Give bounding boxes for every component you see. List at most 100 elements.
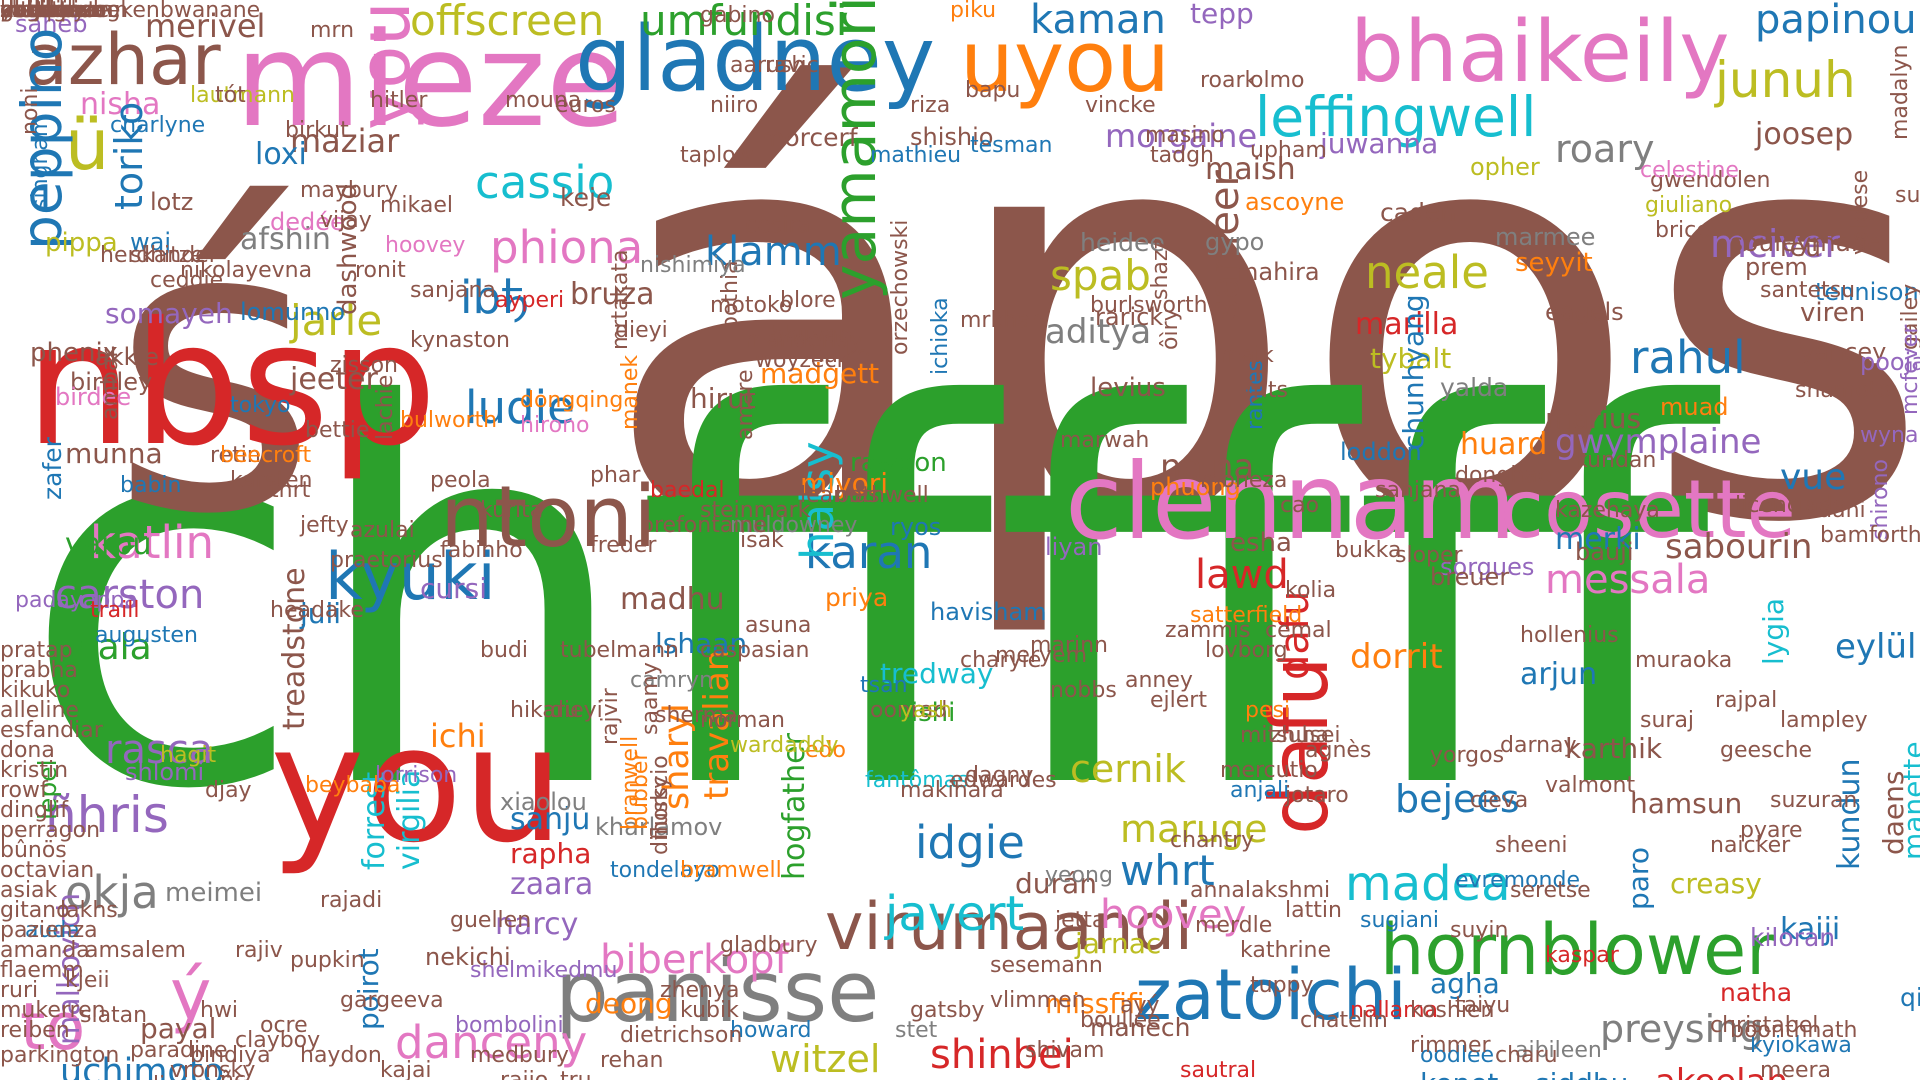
word: yeong (1045, 863, 1113, 888)
word: taiyu (1455, 993, 1511, 1018)
word: accattone (0, 0, 110, 23)
word: babin (120, 473, 182, 498)
word: kikuko (0, 678, 71, 703)
word: prefontaine (640, 513, 767, 538)
word: darnay (1500, 733, 1577, 758)
word: saamy (638, 662, 663, 735)
word: masino (1145, 123, 1225, 148)
word: ejlert (1150, 688, 1207, 713)
word: piku (950, 0, 997, 23)
word: isak (740, 528, 784, 553)
word: caspasian (700, 638, 810, 663)
word: shelmikedmu (470, 958, 618, 983)
word: birkut (285, 118, 349, 143)
word: marwah (1060, 428, 1150, 453)
word: ambar (98, 348, 123, 420)
word: vronsky (170, 1058, 256, 1080)
word: tru (560, 1070, 592, 1080)
word: conlan (0, 0, 74, 23)
word: mciver (1710, 222, 1840, 266)
word: merdle (1195, 913, 1273, 938)
word: amare (733, 369, 758, 441)
word: vijay (320, 208, 372, 233)
word: bejees (1395, 777, 1520, 821)
word: bonnie (0, 0, 75, 23)
word: muraoka (1635, 648, 1733, 673)
word: sanjana (410, 278, 496, 303)
word: dehousse (0, 0, 106, 23)
word: paro (1622, 847, 1655, 910)
word: pippa (45, 228, 118, 258)
word: phar (590, 463, 641, 488)
word: camryn (630, 668, 714, 693)
word: sabourin (1665, 527, 1813, 567)
word: christabel (1710, 1013, 1819, 1038)
word: euros (555, 93, 616, 118)
word: augusten (95, 623, 198, 648)
word: kathrine (1240, 938, 1332, 963)
word: ápos (600, 0, 1920, 646)
word: haydon (300, 1043, 382, 1068)
word: muad (1660, 393, 1729, 421)
word: lattin (1285, 898, 1342, 923)
word: naicker (1710, 833, 1791, 858)
word: azhar (25, 19, 221, 101)
word: kukuanabekenbwanane (0, 0, 261, 23)
word: singham (28, 115, 53, 210)
word: dieyi (615, 318, 668, 343)
word: philippot (0, 0, 97, 23)
word: rahul (1630, 331, 1746, 384)
word: virumaandi (825, 890, 1193, 965)
word: leffingwell (1255, 85, 1537, 149)
word: cemal (1265, 618, 1332, 643)
word: offscreen (410, 0, 605, 45)
word: zhongliang (0, 0, 121, 23)
word: phenix (30, 338, 119, 368)
word: esha (1230, 528, 1292, 558)
word: hirut (690, 382, 756, 415)
word: morgaine (1105, 117, 1258, 155)
word: meera (1760, 1058, 1832, 1080)
word: rehan (600, 1048, 664, 1073)
word: agha (1430, 967, 1500, 1000)
word: witzel (770, 1037, 881, 1080)
word: dietrichson (620, 1023, 743, 1048)
word: karthik (1565, 732, 1663, 765)
word: jetta (1055, 908, 1106, 933)
word: majime (0, 0, 83, 23)
word: olmo (1250, 68, 1305, 93)
word: treadstone (277, 567, 312, 730)
word: bukka (1335, 538, 1402, 563)
word: merivel (145, 7, 266, 45)
word: lautmann (190, 83, 295, 108)
word: rawdon (850, 448, 947, 478)
word: hikaru (510, 698, 579, 723)
word: bindiya (190, 1043, 271, 1068)
word: lovborg (1205, 638, 1288, 663)
word: liyan (1045, 533, 1103, 561)
word: kurita (480, 498, 544, 523)
word: budi (480, 638, 528, 663)
word: praetorius (330, 548, 443, 573)
word: clayboy (235, 1028, 321, 1053)
word: cursi (420, 572, 488, 605)
word: woyzeck (755, 348, 850, 373)
word: zafer (38, 437, 67, 500)
word: zaara (510, 867, 594, 902)
word: breuer (1430, 563, 1510, 591)
word: tesman (970, 133, 1053, 158)
word: souleymane (1730, 228, 1883, 257)
word: sanju (510, 802, 591, 837)
word: edo (805, 738, 846, 763)
word: sherma (655, 703, 738, 728)
word: gypo (1205, 228, 1265, 256)
word: somayeh (105, 297, 233, 330)
word: riza (910, 93, 951, 118)
word: chunhyang (1397, 294, 1430, 450)
word: satterfield (1190, 603, 1303, 628)
word: morcerf (760, 123, 858, 152)
word: vue (1780, 457, 1847, 498)
word: steinmark (700, 498, 811, 523)
word: kyiokawa (1750, 1033, 1852, 1058)
word: marius (1545, 402, 1642, 435)
